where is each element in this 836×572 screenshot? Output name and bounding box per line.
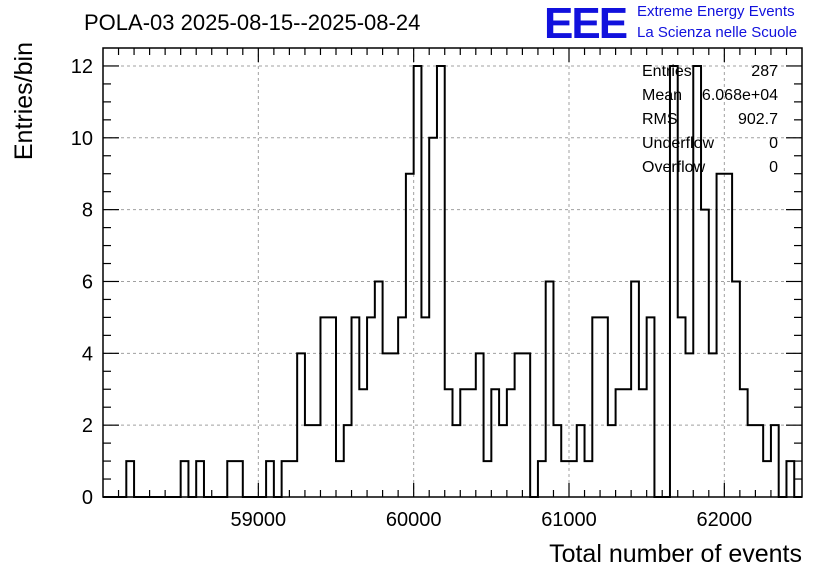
x-tick-label: 61000 (541, 509, 597, 531)
stats-box: Entries 287 Mean 6.068e+04 RMS 902.7 Und… (642, 60, 778, 180)
stats-value: 902.7 (737, 111, 778, 128)
eee-logo: EEE (544, 0, 628, 48)
logo-line-2: La Scienza nelle Scuole (637, 24, 798, 41)
y-tick-label: 6 (82, 271, 93, 293)
stats-row-underflow: Underflow 0 (642, 132, 778, 156)
stats-value: 6.068e+04 (701, 87, 778, 104)
x-tick-label: 62000 (697, 509, 753, 531)
stats-value: 0 (769, 159, 778, 176)
stats-label: RMS (642, 111, 678, 128)
y-tick-label: 2 (82, 415, 93, 437)
logo-line-1: Extreme Energy Events (637, 3, 795, 20)
stats-row-entries: Entries 287 (642, 60, 778, 84)
stats-row-rms: RMS 902.7 (642, 108, 778, 132)
stats-label: Underflow (642, 135, 715, 152)
y-tick-label: 10 (71, 128, 93, 150)
stats-row-overflow: Overflow 0 (642, 156, 778, 180)
plot-frame (102, 47, 803, 498)
x-tick-label: 60000 (386, 509, 442, 531)
stats-label: Overflow (642, 159, 706, 176)
stats-label: Mean (642, 87, 683, 104)
stats-label: Entries (642, 63, 692, 80)
stats-value: 287 (751, 63, 778, 80)
y-tick-label: 0 (82, 487, 93, 509)
y-tick-label: 4 (82, 343, 93, 365)
x-axis-label: Total number of events (549, 540, 802, 568)
y-tick-label: 12 (71, 56, 93, 78)
x-tick-label: 59000 (231, 509, 287, 531)
stats-value: 0 (769, 135, 778, 152)
histogram-title: POLA-03 2025-08-15--2025-08-24 (84, 10, 421, 35)
stats-row-mean: Mean 6.068e+04 (642, 84, 778, 108)
y-tick-label: 8 (82, 200, 93, 222)
y-axis-label: Entries/bin (10, 42, 38, 160)
